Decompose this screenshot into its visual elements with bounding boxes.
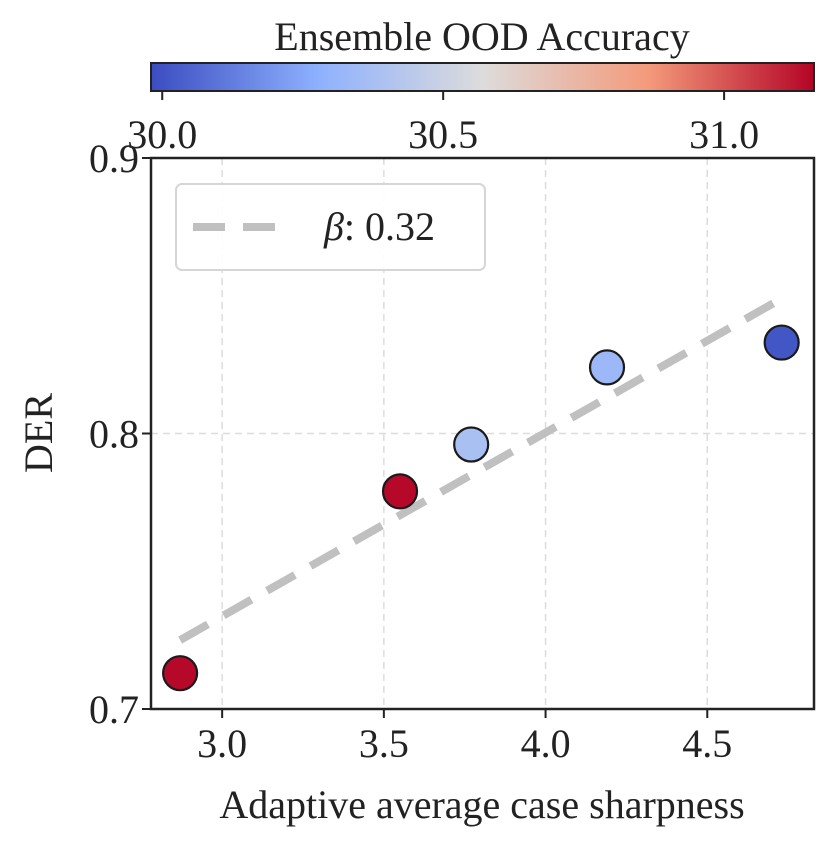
colorbar-gradient: [150, 62, 815, 92]
data-points: [162, 324, 800, 692]
plot-area: 3.0 3.5 4.0 4.5 0.7 0.8 0.9: [89, 136, 816, 766]
colorbar-tick-label: 30.5: [408, 112, 478, 157]
data-point: [162, 655, 199, 692]
y-tick-label: 0.9: [89, 136, 139, 181]
legend-box: [175, 183, 486, 271]
data-point: [588, 349, 626, 386]
legend-beta-value: : 0.32: [344, 204, 435, 249]
x-axis-label: Adaptive average case sharpness: [219, 782, 744, 827]
data-point: [763, 324, 800, 361]
x-tick-label: 4.5: [682, 721, 732, 766]
x-tick-label: 3.5: [359, 721, 409, 766]
y-axis-ticks: 0.7 0.8 0.9: [89, 136, 151, 732]
legend-label: β: 0.32: [323, 204, 435, 249]
data-point: [381, 473, 419, 510]
y-axis-label: DER: [16, 393, 61, 473]
y-tick-label: 0.8: [89, 412, 139, 457]
x-tick-label: 3.0: [197, 721, 247, 766]
x-tick-label: 4.0: [521, 721, 571, 766]
data-point: [453, 426, 490, 463]
colorbar-ticks: 30.0 30.5 31.0: [127, 91, 759, 157]
legend-beta-symbol: β: [323, 204, 344, 249]
colorbar-tick-label: 30.0: [127, 112, 197, 157]
colorbar-tick-label: 31.0: [689, 112, 759, 157]
legend: β: 0.32: [175, 183, 486, 271]
trend-line: [178, 295, 784, 644]
x-axis-ticks: 3.0 3.5 4.0 4.5: [197, 709, 732, 766]
y-tick-label: 0.7: [89, 687, 139, 732]
colorbar: Ensemble OOD Accuracy 30.0 30.5 31.0: [127, 14, 815, 157]
colorbar-title: Ensemble OOD Accuracy: [274, 14, 689, 59]
